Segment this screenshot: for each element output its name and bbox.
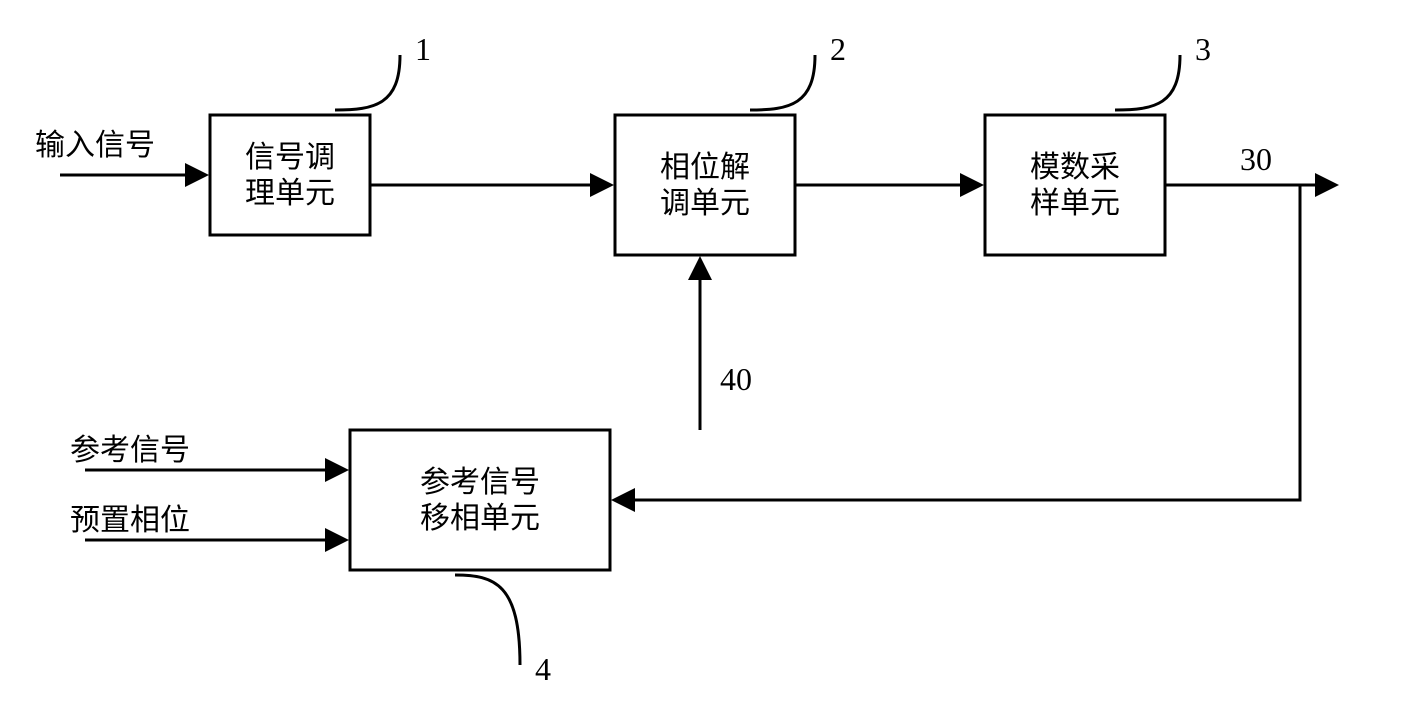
svg-text:调单元: 调单元 <box>660 187 750 220</box>
box-ref-phase-shift: 参考信号 移相单元 <box>350 430 610 570</box>
svg-text:相位解: 相位解 <box>660 151 750 184</box>
svg-text:参考信号: 参考信号 <box>420 466 540 499</box>
svg-text:样单元: 样单元 <box>1030 187 1120 220</box>
svg-text:模数采: 模数采 <box>1030 151 1120 184</box>
callout-3: 3 <box>1195 31 1211 67</box>
leader-4 <box>455 575 520 665</box>
block-diagram: 信号调 理单元 相位解 调单元 模数采 样单元 参考信号 移相单元 输入信号 参… <box>0 0 1420 704</box>
box-ad-sampling: 模数采 样单元 <box>985 115 1165 255</box>
box-signal-conditioning: 信号调 理单元 <box>210 115 370 235</box>
leader-1 <box>335 55 400 110</box>
leader-2 <box>750 55 815 110</box>
label-input-signal: 输入信号 <box>35 129 155 162</box>
label-reference-signal: 参考信号 <box>70 434 190 467</box>
callout-40: 40 <box>720 361 752 397</box>
box-phase-demod: 相位解 调单元 <box>615 115 795 255</box>
callout-30: 30 <box>1240 141 1272 177</box>
callout-1: 1 <box>415 31 431 67</box>
label-preset-phase: 预置相位 <box>70 504 190 537</box>
callout-4: 4 <box>535 651 551 687</box>
leader-3 <box>1115 55 1180 110</box>
svg-text:理单元: 理单元 <box>245 177 335 210</box>
svg-text:信号调: 信号调 <box>245 141 335 174</box>
callout-2: 2 <box>830 31 846 67</box>
svg-text:移相单元: 移相单元 <box>420 502 540 535</box>
